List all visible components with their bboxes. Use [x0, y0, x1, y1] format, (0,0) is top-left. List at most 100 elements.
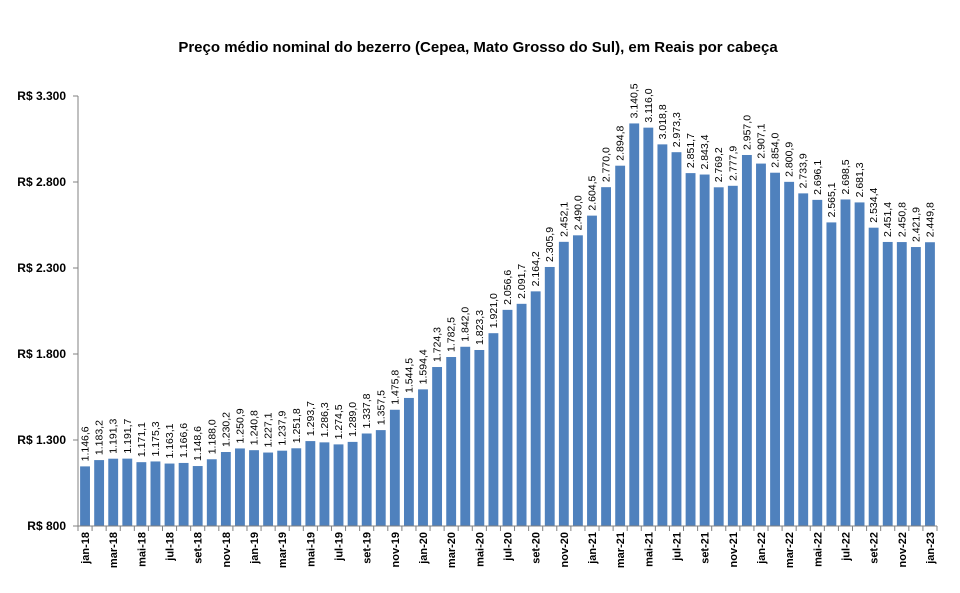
x-tick-label: set-18 — [193, 532, 205, 564]
bar — [798, 193, 809, 526]
bar — [671, 152, 682, 527]
bar — [896, 242, 907, 527]
data-label: 1.475,8 — [389, 370, 401, 405]
data-label: 2.450,8 — [896, 202, 908, 237]
bar — [812, 199, 823, 527]
data-label: 1.544,5 — [403, 358, 415, 393]
bar — [643, 127, 654, 526]
data-label: 1.293,7 — [305, 401, 317, 436]
data-label: 1.594,4 — [418, 349, 430, 384]
data-label: 1.191,3 — [108, 419, 120, 454]
data-label: 2.843,4 — [699, 134, 711, 169]
data-label: 2.452,1 — [558, 202, 570, 237]
data-label: 1.146,6 — [80, 426, 92, 461]
bar — [333, 444, 344, 526]
data-label: 1.842,0 — [460, 307, 472, 342]
bar — [558, 241, 569, 526]
bar — [544, 266, 555, 526]
x-tick-label: nov-18 — [221, 532, 233, 567]
bar — [319, 442, 330, 526]
data-label: 2.164,2 — [530, 251, 542, 286]
x-tick-label: jan-20 — [418, 532, 430, 565]
x-tick-label: jan-21 — [587, 532, 599, 565]
data-label: 1.337,8 — [361, 393, 373, 428]
data-label: 2.421,9 — [910, 207, 922, 242]
x-axis: jan-18 mar-18 mai-18 jul-18 set-18 nov-18 jan-… — [77, 525, 938, 568]
bar — [925, 242, 935, 526]
data-label: 2.451,4 — [882, 202, 894, 237]
x-tick-label: jan-18 — [80, 532, 92, 565]
x-tick-label: mai-19 — [305, 532, 317, 567]
bar — [94, 460, 105, 526]
data-label: 1.274,5 — [333, 404, 345, 439]
data-label: 2.091,7 — [516, 264, 528, 299]
x-tick-label: mai-20 — [474, 532, 486, 567]
data-label: 2.534,4 — [868, 187, 880, 222]
data-label: 2.604,5 — [586, 175, 598, 210]
data-label: 3.116,0 — [643, 88, 655, 122]
y-tick-label: R$ 1.300 — [17, 433, 66, 447]
x-tick-label: mai-22 — [812, 532, 824, 567]
data-label: 2.854,0 — [770, 133, 782, 168]
x-tick-label: mar-21 — [615, 532, 627, 568]
bar — [108, 458, 119, 526]
bar — [347, 441, 358, 526]
x-tick-label: mar-22 — [784, 532, 796, 568]
y-tick-label: R$ 1.800 — [17, 347, 66, 361]
bar — [868, 227, 879, 526]
bar — [206, 459, 217, 526]
x-tick-label: jul-19 — [334, 532, 346, 562]
data-label: 2.733,9 — [798, 153, 810, 188]
y-tick-label: R$ 3.300 — [17, 89, 66, 103]
data-label: 1.921,0 — [488, 293, 500, 328]
x-tick-label: nov-22 — [897, 532, 909, 567]
bar — [601, 187, 612, 526]
bar — [235, 448, 245, 526]
chart-title: Preço médio nominal do bezerro (Cepea, M… — [178, 39, 778, 56]
bar — [854, 202, 865, 527]
data-label: 2.565,1 — [826, 182, 838, 217]
bar — [446, 357, 457, 526]
data-label: 2.681,3 — [854, 162, 866, 197]
bar — [263, 452, 274, 526]
bars — [80, 123, 935, 527]
data-label: 1.175,3 — [150, 421, 162, 456]
data-label: 1.286,3 — [319, 402, 331, 437]
data-label: 3.018,8 — [657, 104, 669, 139]
data-label: 2.894,8 — [615, 126, 627, 161]
data-label: 1.188,0 — [206, 419, 218, 454]
bar — [587, 215, 597, 526]
bar — [192, 466, 203, 526]
y-axis: R$ 800 R$ 1.300 R$ 1.800 R$ 2.300 R$ 2.800 R$… — [17, 89, 79, 533]
data-label: 1.251,8 — [291, 408, 303, 443]
bar — [164, 463, 175, 526]
data-label: 1.782,5 — [446, 317, 458, 352]
x-tick-label: set-22 — [869, 532, 881, 564]
data-label: 2.490,0 — [572, 195, 584, 230]
bar — [80, 466, 90, 526]
data-label: 2.449,8 — [924, 202, 936, 237]
bar — [474, 349, 485, 526]
bar — [530, 291, 541, 526]
bar — [882, 241, 893, 526]
bar — [502, 309, 513, 526]
bar — [277, 450, 288, 526]
bar — [770, 172, 780, 526]
data-label: 1.227,1 — [263, 412, 275, 447]
bar — [249, 450, 259, 526]
data-label: 2.851,7 — [685, 133, 697, 168]
data-label: 1.148,6 — [192, 426, 204, 461]
data-label: 2.305,9 — [544, 227, 556, 262]
data-label: 2.770,0 — [601, 147, 613, 182]
data-label: 1.166,6 — [178, 423, 190, 458]
data-label: 1.171,1 — [136, 422, 148, 457]
x-tick-label: set-20 — [531, 532, 543, 564]
x-tick-label: jan-23 — [925, 532, 937, 565]
data-label: 2.800,9 — [784, 142, 796, 177]
data-label: 1.183,2 — [94, 420, 106, 455]
x-tick-label: jan-19 — [249, 532, 261, 565]
x-tick-label: mai-21 — [643, 532, 655, 567]
data-label: 1.163,1 — [164, 423, 176, 458]
x-tick-label: jul-18 — [165, 532, 177, 562]
data-label: 1.724,3 — [432, 327, 444, 362]
